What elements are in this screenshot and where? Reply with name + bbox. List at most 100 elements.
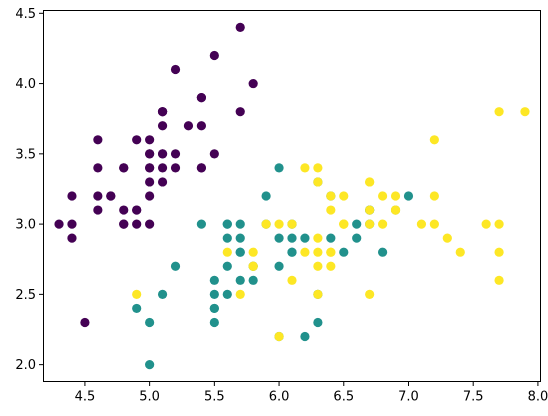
scatter-point-s2-47 bbox=[339, 219, 349, 229]
scatter-point-s2-18 bbox=[494, 275, 504, 285]
x-tick-label-6: 7.5 bbox=[463, 390, 484, 405]
scatter-point-s0-48 bbox=[183, 121, 194, 131]
scatter-point-s1-48 bbox=[157, 289, 168, 299]
scatter-point-s2-14 bbox=[248, 247, 258, 257]
x-tick-label-0: 4.5 bbox=[75, 390, 96, 405]
scatter-point-s1-23 bbox=[287, 247, 297, 257]
scatter-point-s2-42 bbox=[248, 261, 258, 271]
scatter-point-s0-34 bbox=[132, 205, 142, 215]
scatter-point-s1-35 bbox=[274, 163, 284, 173]
scatter-point-s0-42 bbox=[67, 191, 77, 201]
scatter-point-s0-26 bbox=[145, 163, 155, 173]
scatter-point-s1-31 bbox=[209, 303, 219, 314]
scatter-point-s0-14 bbox=[248, 78, 258, 89]
plot-frame bbox=[43, 10, 541, 382]
scatter-point-s1-28 bbox=[274, 233, 284, 243]
y-tick-label-4: 4.0 bbox=[15, 77, 36, 92]
scatter-point-s1-3 bbox=[209, 317, 219, 328]
scatter-point-s0-45 bbox=[119, 219, 129, 229]
scatter-point-s2-32 bbox=[326, 247, 336, 257]
scatter-point-s2-13 bbox=[235, 289, 245, 299]
x-tick-label-3: 6.0 bbox=[269, 390, 290, 405]
scatter-point-s0-4 bbox=[145, 135, 155, 145]
scatter-point-s2-41 bbox=[390, 205, 401, 215]
scatter-point-s2-30 bbox=[455, 247, 465, 257]
scatter-point-s1-38 bbox=[222, 219, 232, 229]
scatter-point-s0-30 bbox=[119, 205, 129, 215]
scatter-point-s1-33 bbox=[274, 261, 284, 271]
scatter-point-s2-0 bbox=[313, 177, 323, 187]
scatter-point-s0-38 bbox=[67, 219, 77, 229]
scatter-point-s2-12 bbox=[378, 219, 388, 229]
scatter-point-s0-49 bbox=[145, 177, 155, 187]
scatter-point-s2-2 bbox=[416, 219, 427, 229]
scatter-point-s0-6 bbox=[93, 163, 103, 173]
x-tick-label-4: 6.5 bbox=[333, 390, 354, 405]
scatter-point-s0-1 bbox=[132, 219, 142, 229]
scatter-point-s1-40 bbox=[209, 275, 219, 285]
scatter-point-s1-25 bbox=[352, 219, 362, 229]
scatter-point-s1-10 bbox=[145, 360, 155, 370]
scatter-point-s2-35 bbox=[494, 219, 504, 229]
scatter-point-s0-8 bbox=[67, 233, 77, 243]
scatter-point-s2-9 bbox=[429, 135, 439, 145]
scatter-point-s0-28 bbox=[170, 163, 181, 173]
scatter-point-s1-44 bbox=[222, 261, 232, 271]
scatter-point-s1-24 bbox=[326, 233, 336, 243]
scatter-point-s0-35 bbox=[145, 191, 155, 201]
scatter-point-s2-23 bbox=[313, 261, 323, 271]
scatter-point-s2-36 bbox=[313, 163, 323, 173]
x-tick-label-2: 5.5 bbox=[204, 390, 225, 405]
scatter-point-s0-27 bbox=[170, 149, 181, 159]
scatter-point-s1-42 bbox=[248, 275, 258, 285]
scatter-point-s0-33 bbox=[209, 50, 219, 61]
scatter-point-s2-20 bbox=[390, 191, 401, 201]
y-tick-label-0: 2.0 bbox=[15, 358, 36, 373]
scatter-point-s0-15 bbox=[235, 22, 245, 32]
scatter-point-s0-46 bbox=[157, 107, 168, 117]
scatter-point-s2-38 bbox=[274, 219, 284, 229]
scatter-point-s1-13 bbox=[287, 233, 297, 243]
scatter-point-s2-21 bbox=[222, 247, 232, 257]
scatter-point-s2-7 bbox=[442, 233, 452, 243]
scatter-point-s0-24 bbox=[119, 163, 129, 173]
scatter-point-s2-44 bbox=[365, 177, 375, 187]
scatter-point-s0-23 bbox=[157, 177, 168, 187]
scatter-point-s1-39 bbox=[209, 289, 219, 299]
y-tick-label-5: 4.5 bbox=[15, 7, 36, 22]
scatter-point-s1-26 bbox=[378, 247, 388, 257]
scatter-point-s2-8 bbox=[365, 289, 375, 299]
scatter-point-s2-31 bbox=[520, 107, 530, 117]
scatter-point-s0-17 bbox=[157, 149, 168, 159]
scatter-point-s2-17 bbox=[494, 107, 504, 117]
x-axis: 4.5 5.0 5.5 6.0 6.5 7.0 7.5 8.0 bbox=[75, 381, 548, 405]
y-tick-label-3: 3.5 bbox=[15, 147, 36, 162]
scatter-point-s1-43 bbox=[145, 317, 155, 328]
scatter-point-s0-32 bbox=[170, 64, 181, 75]
scatter-point-s2-11 bbox=[326, 261, 336, 271]
scatter-point-s2-37 bbox=[326, 205, 336, 215]
scatter-point-s2-48 bbox=[300, 163, 310, 173]
scatter-point-s1-19 bbox=[222, 289, 232, 299]
scatter-point-s0-21 bbox=[157, 121, 168, 131]
scatter-point-s0-18 bbox=[235, 107, 245, 117]
scatter-point-s2-19 bbox=[274, 331, 284, 342]
scatter-point-s2-22 bbox=[494, 247, 504, 257]
y-tick-label-2: 3.0 bbox=[15, 218, 36, 233]
scatter-point-s2-10 bbox=[339, 191, 349, 201]
scatter-point-s2-45 bbox=[365, 219, 375, 229]
scatter-point-s0-43 bbox=[145, 149, 155, 159]
scatter-point-s2-46 bbox=[313, 289, 323, 299]
scatter-point-s1-4 bbox=[339, 247, 349, 257]
scatter-point-s1-34 bbox=[196, 219, 206, 229]
scatter-point-s1-18 bbox=[300, 331, 310, 342]
scatter-point-s0-10 bbox=[196, 121, 206, 131]
scatter-point-s0-22 bbox=[93, 135, 103, 145]
scatter-point-s1-49 bbox=[235, 247, 245, 257]
x-tick-label-1: 5.0 bbox=[139, 390, 160, 405]
scatter-point-s1-29 bbox=[235, 275, 245, 285]
scatter-point-s1-45 bbox=[235, 219, 245, 229]
scatter-point-s0-36 bbox=[209, 149, 219, 159]
y-tick-label-1: 2.5 bbox=[15, 288, 36, 303]
scatter-point-s1-0 bbox=[403, 191, 414, 201]
